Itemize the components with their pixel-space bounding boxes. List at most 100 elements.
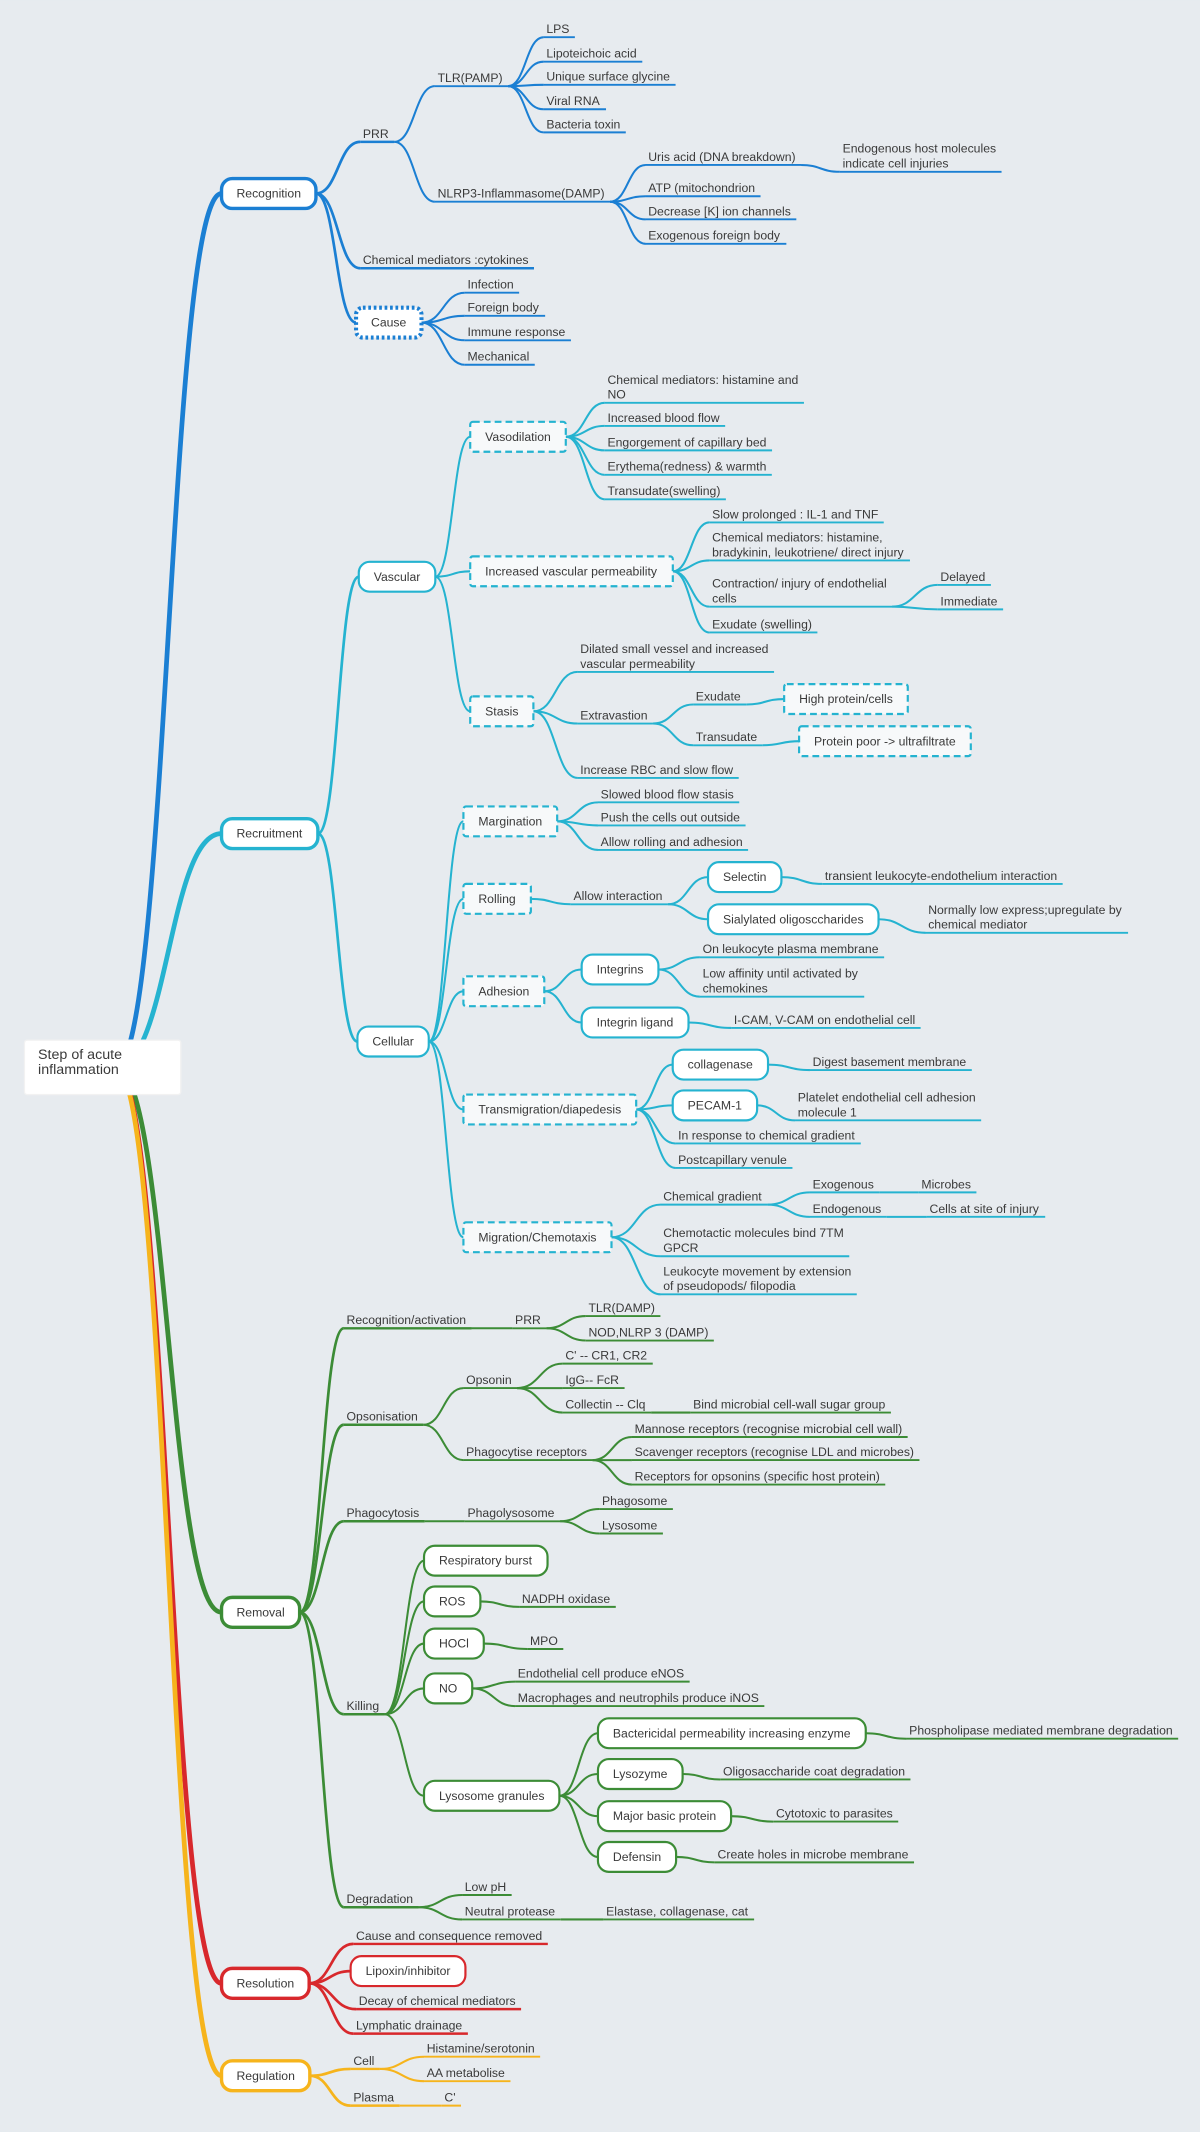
node-box (580, 1006, 690, 1039)
node-label: PRR (363, 127, 389, 141)
node-box (422, 1627, 485, 1660)
label-line: Endogenous host molecules (843, 142, 997, 156)
node-label: Phagosome (602, 1494, 667, 1508)
label-line: indicate cell injuries (843, 157, 949, 171)
root-box (23, 1039, 182, 1096)
node-label: Leukocyte movement by extension of pseudo… (663, 1264, 851, 1293)
node-box (219, 816, 320, 851)
node-label: MPO (530, 1634, 558, 1648)
node-label: Phagocytosis (347, 1506, 420, 1520)
branch-line (672, 570, 710, 634)
label-line: Leukocyte movement by extension (663, 1264, 851, 1278)
node-label: Delayed (940, 570, 985, 584)
label-line: molecule 1 (798, 1105, 857, 1119)
node-label: ROS (439, 1595, 465, 1609)
node-label: In response to chemical gradient (678, 1128, 855, 1142)
node-label: NADPH oxidase (522, 1592, 610, 1606)
branch-line (315, 192, 361, 270)
node-label: PECAM-1 (688, 1098, 743, 1112)
branch-line (878, 918, 926, 934)
node-box (219, 176, 318, 211)
node-box (596, 1840, 678, 1873)
node-label: Increased blood flow (607, 411, 719, 425)
connectors (114, 36, 938, 2107)
node-label: Transudate(swelling) (607, 484, 720, 498)
node-label: Respiratory burst (439, 1554, 533, 1568)
branch-line (507, 85, 544, 134)
node-box (469, 555, 674, 588)
node-label: Scavenger receptors (recognise LDL and m… (635, 1445, 914, 1459)
node-label: Lysosome (602, 1518, 657, 1532)
branch-line (801, 163, 840, 173)
node-label: Chemical mediators: histamine and NO (607, 373, 798, 402)
branch-line (533, 710, 578, 779)
node-box (580, 953, 660, 986)
branch-line (384, 1713, 425, 1797)
node-label: Lysosome granules (439, 1789, 545, 1803)
branch-line (298, 1610, 345, 1909)
branch-line (682, 1773, 721, 1781)
branch-line (434, 575, 471, 713)
branch-line (667, 876, 709, 906)
node-label: Integrins (597, 963, 644, 977)
node-label: Regulation (236, 2069, 294, 2083)
node-label: NOD,NLRP 3 (DAMP) (588, 1325, 708, 1339)
branch-line (592, 1459, 633, 1486)
node-label: Chemotactic molecules bind 7TM GPCR (663, 1226, 844, 1255)
node-label: IgG-- FcR (565, 1373, 619, 1387)
node-label: Plasma (353, 2091, 394, 2105)
branch-line (757, 1104, 796, 1122)
branch-line (560, 1520, 600, 1535)
branch-line (559, 1794, 599, 1858)
node-label: Cells at site of injury (930, 1202, 1040, 1216)
node-box (356, 1025, 430, 1058)
node-label: Low affinity until activated by chemokine… (703, 967, 859, 996)
node-box (422, 1585, 482, 1618)
node-box (596, 1758, 684, 1791)
node-label: NLRP3-Inflammasome(DAMP) (438, 187, 605, 201)
node-labels: Step of acute inflammation Recognition PRR T… (38, 22, 1173, 2104)
node-label: Push the cells out outside (601, 810, 740, 824)
branch-line (308, 1981, 354, 2035)
branch-line (544, 990, 582, 1024)
node-box (422, 1779, 561, 1812)
node-label: Receptors for opsonins (specific host pr… (635, 1469, 880, 1483)
branch-line (559, 1732, 599, 1797)
node-box (596, 1800, 733, 1833)
node-label: Major basic protein (613, 1809, 716, 1823)
branch-line (299, 1519, 345, 1614)
node-label: Chemical gradient (663, 1190, 762, 1204)
branch-line (865, 1732, 907, 1740)
node-box (462, 1221, 613, 1254)
branch-line (517, 1387, 563, 1414)
node-label: Endogenous (813, 1202, 882, 1216)
node-label: Microbes (921, 1177, 971, 1191)
node-label: ATP (mitochondrion (648, 181, 755, 195)
node-label: Dilated small vessel and increased vascul… (580, 642, 768, 671)
node-label: Transmigration/diapedesis (478, 1103, 621, 1117)
branch-line (635, 1108, 676, 1169)
node-label: Histamine/serotonin (427, 2042, 535, 2056)
branch-line (676, 1855, 715, 1864)
branch-line (635, 1063, 673, 1111)
label-line: inflammation (38, 1062, 119, 1078)
branch-line (114, 1064, 223, 2079)
node-box (469, 695, 535, 728)
branch-line (384, 1642, 425, 1716)
branch-line (530, 897, 571, 906)
branch-line (317, 575, 360, 835)
node-label: Degradation (347, 1892, 414, 1906)
node-label: TLR(PAMP) (438, 71, 503, 85)
node-label: Uris acid (DNA breakdown) (648, 150, 795, 164)
branch-line (731, 1815, 774, 1823)
node-label: Rolling (478, 892, 516, 906)
branch-line (421, 321, 465, 366)
node-label: transient leukocyte-endothelium interact… (825, 869, 1057, 883)
node-label: Contraction/ injury of endothelial cells (712, 577, 887, 606)
node-label: Removal (236, 1605, 284, 1619)
branch-line (299, 1423, 345, 1614)
branch-line (423, 1387, 464, 1426)
node-label: Transudate (696, 730, 758, 744)
node-label: Extravastion (580, 708, 647, 722)
branch-line (667, 903, 709, 921)
